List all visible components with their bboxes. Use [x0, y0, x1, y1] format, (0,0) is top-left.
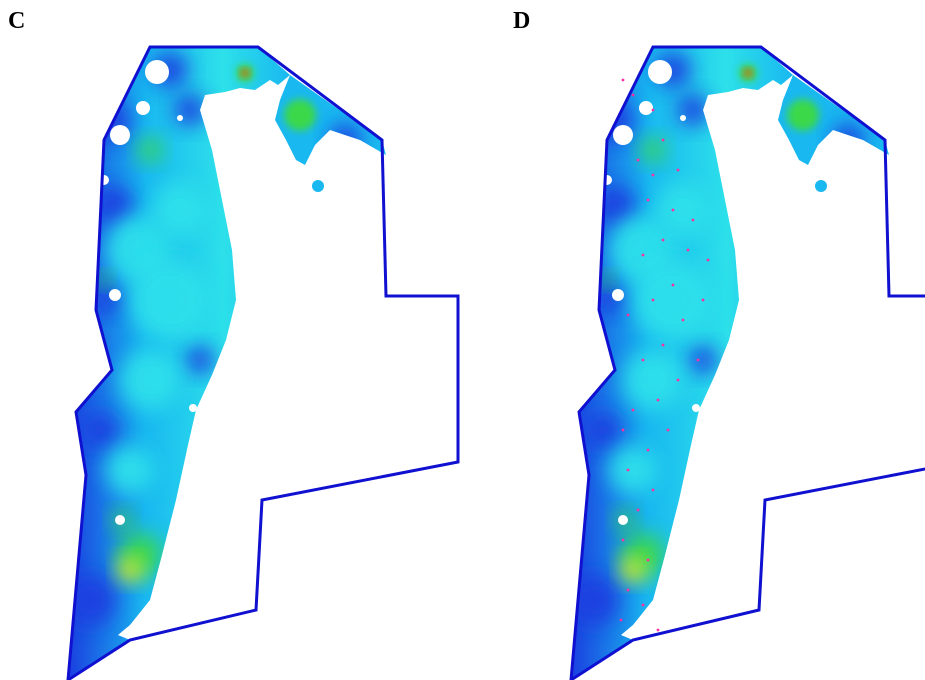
sample-point: [641, 253, 645, 257]
hotspot-blob: [609, 446, 657, 494]
sample-point: [686, 248, 690, 252]
sample-point: [646, 558, 650, 562]
sample-point: [671, 283, 675, 287]
sample-point: [631, 93, 635, 97]
sample-point: [696, 358, 700, 362]
sample-point: [636, 508, 640, 512]
sample-point: [646, 448, 650, 452]
data-gap: [613, 125, 633, 145]
sample-point: [626, 468, 630, 472]
hotspot-blob: [92, 185, 132, 225]
study-area-boundary: [66, 45, 460, 680]
data-gap: [648, 60, 672, 84]
hotspot-blob: [571, 574, 619, 626]
hotspot-blob: [96, 273, 110, 287]
hotspot-blob: [655, 182, 711, 238]
data-gap: [692, 404, 700, 412]
sample-point: [651, 488, 655, 492]
data-gap: [115, 515, 125, 525]
sample-point: [676, 378, 680, 382]
data-gap: [110, 125, 130, 145]
data-gap: [639, 101, 653, 115]
data-gap: [177, 115, 183, 121]
hotspot-blob: [329, 124, 361, 156]
hotspot-blob: [68, 574, 116, 626]
sample-point: [636, 158, 640, 162]
sample-point: [621, 538, 625, 542]
sample-point: [661, 238, 665, 242]
sample-point: [651, 173, 655, 177]
data-surface-east: [778, 75, 889, 165]
hotspot-peak: [241, 69, 249, 77]
sample-point: [651, 298, 655, 302]
hotspot-peak: [744, 69, 752, 77]
hotspot-blob: [623, 350, 683, 410]
sample-point: [656, 398, 660, 402]
hotspot-blob: [677, 94, 709, 126]
sample-point: [656, 628, 660, 632]
sample-point: [621, 78, 625, 82]
hotspot-blob: [621, 558, 645, 582]
map-group: [66, 45, 460, 680]
sample-point: [641, 603, 645, 607]
isolated-patch: [312, 180, 324, 192]
sample-point: [626, 588, 630, 592]
data-gap: [680, 115, 686, 121]
hotspot-blob: [689, 346, 717, 374]
map-panel-c: C: [0, 0, 462, 680]
hotspot-blob: [130, 260, 210, 340]
data-gap: [612, 289, 624, 301]
hotspot-blob: [120, 350, 180, 410]
sample-point: [671, 208, 675, 212]
panel-label-d: D: [513, 8, 531, 34]
hotspot-blob: [186, 346, 214, 374]
sample-point: [621, 428, 625, 432]
hotspot-blob: [595, 185, 635, 225]
hotspot-blob: [633, 260, 713, 340]
hotspot-blob: [599, 273, 613, 287]
sample-point: [666, 428, 670, 432]
hotspot-blob: [106, 446, 154, 494]
data-gap: [145, 60, 169, 84]
hotspot-blob: [138, 138, 162, 162]
hotspot-blob: [641, 138, 665, 162]
hotspot-blob: [174, 94, 206, 126]
hotspot-blob: [118, 558, 142, 582]
data-gap: [189, 404, 197, 412]
sample-point: [646, 198, 650, 202]
data-gap: [618, 515, 628, 525]
sample-point: [691, 218, 695, 222]
heatmap-c: [66, 45, 460, 680]
data-gap: [136, 101, 150, 115]
sample-point: [676, 168, 680, 172]
map-panel-d: D: [463, 0, 925, 680]
sample-point: [681, 318, 685, 322]
sample-point: [626, 313, 630, 317]
sample-point: [661, 138, 665, 142]
sample-point: [631, 408, 635, 412]
study-area-boundary: [569, 45, 925, 680]
sample-point: [701, 298, 705, 302]
data-gap: [109, 289, 121, 301]
sample-point: [651, 108, 655, 112]
panel-label-c: C: [8, 8, 26, 34]
sample-point: [619, 618, 623, 622]
hotspot-blob: [284, 99, 316, 131]
map-group: [569, 45, 925, 680]
sample-point: [706, 258, 710, 262]
heatmap-d: [569, 45, 925, 680]
sample-point: [661, 343, 665, 347]
hotspot-blob: [787, 99, 819, 131]
data-surface-east: [275, 75, 386, 165]
hotspot-blob: [585, 412, 621, 448]
sample-point: [641, 358, 645, 362]
hotspot-blob: [152, 182, 208, 238]
hotspot-blob: [82, 412, 118, 448]
hotspot-blob: [832, 124, 864, 156]
isolated-patch: [815, 180, 827, 192]
